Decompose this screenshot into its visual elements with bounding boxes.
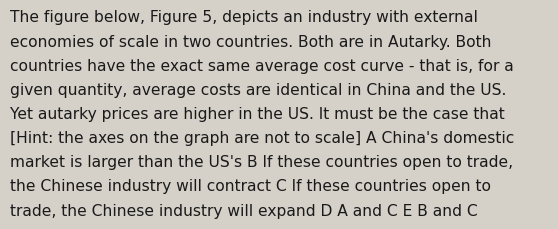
Text: The figure below, Figure 5, depicts an industry with external: The figure below, Figure 5, depicts an i…	[10, 10, 478, 25]
Text: given quantity, average costs are identical in China and the US.: given quantity, average costs are identi…	[10, 82, 507, 97]
Text: [Hint: the axes on the graph are not to scale] A China's domestic: [Hint: the axes on the graph are not to …	[10, 131, 514, 145]
Text: the Chinese industry will contract C If these countries open to: the Chinese industry will contract C If …	[10, 179, 491, 194]
Text: Yet autarky prices are higher in the US. It must be the case that: Yet autarky prices are higher in the US.…	[10, 106, 505, 121]
Text: market is larger than the US's B If these countries open to trade,: market is larger than the US's B If thes…	[10, 155, 513, 169]
Text: economies of scale in two countries. Both are in Autarky. Both: economies of scale in two countries. Bot…	[10, 34, 492, 49]
Text: trade, the Chinese industry will expand D A and C E B and C: trade, the Chinese industry will expand …	[10, 203, 478, 218]
Text: countries have the exact same average cost curve - that is, for a: countries have the exact same average co…	[10, 58, 514, 73]
